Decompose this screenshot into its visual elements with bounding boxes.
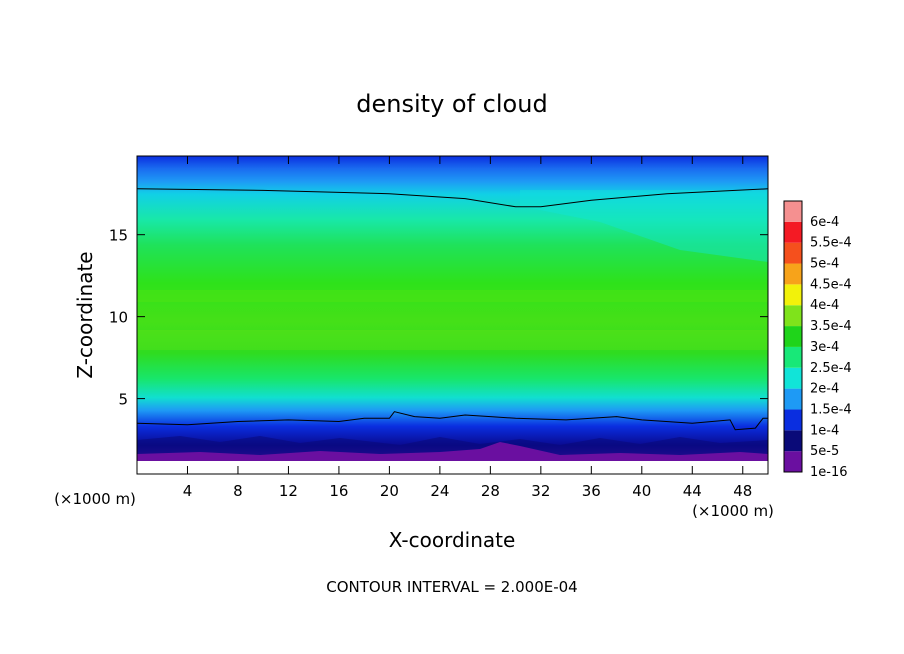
chart-title: density of cloud [356, 90, 547, 118]
x-tick-label: 16 [329, 482, 348, 500]
x-unit-right: (×1000 m) [692, 502, 774, 520]
x-tick-label: 32 [531, 482, 550, 500]
legend-swatch [784, 221, 802, 243]
plot-frame [136, 155, 769, 475]
legend-frame [783, 200, 803, 473]
legend-label: 3.5e-4 [810, 319, 852, 334]
legend-label: 5e-4 [810, 257, 839, 272]
x-tick-label: 28 [481, 482, 500, 500]
x-axis: 4 8 12 16 20 24 28 32 36 40 44 48 [183, 156, 752, 500]
legend-swatch [784, 201, 802, 222]
legend-swatch [784, 242, 802, 264]
x-tick-label: 4 [183, 482, 193, 500]
colorbar-legend: 1e-16 5e-5 1e-4 1.5e-4 2e-4 2.5e-4 3e-4 3.5e-4 4… [783, 200, 852, 480]
legend-swatch [784, 305, 802, 327]
legend-label: 2e-4 [810, 382, 839, 397]
contour-line [137, 411, 768, 431]
legend-swatch [784, 430, 802, 452]
contour-interval-note: CONTOUR INTERVAL = 2.000E-04 [326, 578, 577, 596]
x-unit-left: (×1000 m) [54, 490, 136, 508]
x-tick-label: 40 [632, 482, 651, 500]
legend-label: 1e-16 [810, 465, 848, 480]
legend-label: 4.5e-4 [810, 277, 852, 292]
legend-label: 5.5e-4 [810, 236, 852, 251]
legend-swatch [784, 451, 802, 472]
plot-area [137, 156, 768, 474]
x-tick-label: 20 [380, 482, 399, 500]
x-tick-label: 48 [733, 482, 752, 500]
legend-swatch [784, 326, 802, 347]
field-band [137, 330, 768, 350]
y-tick-label: 5 [118, 391, 128, 409]
legend-swatch [784, 388, 802, 410]
x-tick-label: 12 [279, 482, 298, 500]
y-axis: 5 10 15 [109, 227, 768, 409]
legend-label: 6e-4 [810, 215, 839, 230]
legend-swatch [784, 367, 802, 389]
legend-label: 5e-5 [810, 444, 839, 459]
legend-label: 2.5e-4 [810, 361, 852, 376]
legend-label: 3e-4 [810, 340, 839, 355]
legend-swatch [784, 409, 802, 431]
legend-label: 1.5e-4 [810, 402, 852, 417]
legend-swatch [784, 284, 802, 306]
x-tick-label: 36 [582, 482, 601, 500]
legend-label: 4e-4 [810, 298, 839, 313]
y-tick-label: 15 [109, 227, 128, 245]
x-tick-label: 44 [683, 482, 702, 500]
x-tick-label: 24 [430, 482, 449, 500]
field-upper-cyan-region [520, 190, 768, 262]
field-ground-strip [137, 461, 768, 474]
x-axis-label: X-coordinate [389, 528, 516, 552]
legend-swatch [784, 263, 802, 285]
contour-line [137, 188, 768, 208]
x-tick-label: 8 [233, 482, 243, 500]
legend-swatch [784, 346, 802, 368]
field-band [137, 290, 768, 302]
y-axis-label: Z-coordinate [73, 251, 97, 378]
legend-label: 1e-4 [810, 423, 839, 438]
contour-lines [137, 188, 768, 431]
y-tick-label: 10 [109, 309, 128, 327]
